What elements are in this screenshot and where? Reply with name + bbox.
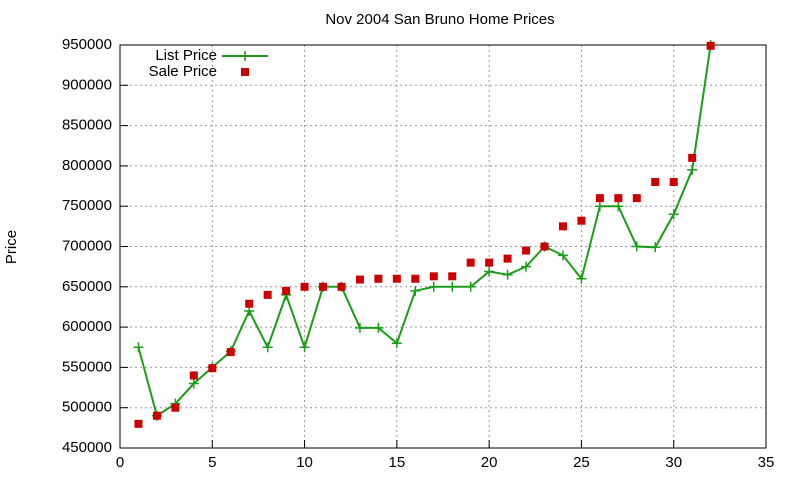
sale-point xyxy=(558,222,567,231)
plot-frame xyxy=(119,44,767,449)
sale-point xyxy=(171,403,180,412)
point-marker xyxy=(594,201,605,212)
y-tick-label: 700000 xyxy=(62,237,112,254)
sale-point xyxy=(208,364,217,373)
y-tick-label: 650000 xyxy=(62,278,112,295)
sale-point xyxy=(374,274,383,283)
sale-point xyxy=(595,194,604,203)
sale-point xyxy=(392,274,401,283)
y-tick-label: 800000 xyxy=(62,157,112,174)
sale-point xyxy=(688,153,697,162)
point-marker xyxy=(521,261,532,272)
legend-swatch-marker xyxy=(240,51,250,61)
point-marker xyxy=(428,281,439,292)
sale-point xyxy=(337,282,346,291)
point-marker xyxy=(668,209,679,220)
sale-point xyxy=(466,258,475,267)
point-marker xyxy=(373,322,384,333)
y-tick-label: 550000 xyxy=(62,358,112,375)
y-tick-label: 500000 xyxy=(62,399,112,416)
sale-point xyxy=(319,282,328,291)
sale-point xyxy=(448,272,457,281)
point-marker xyxy=(391,338,402,349)
x-tick-label: 30 xyxy=(665,454,682,471)
x-tick-label: 15 xyxy=(389,454,406,471)
sale-point xyxy=(245,299,254,308)
sale-point xyxy=(282,286,291,295)
sale-point xyxy=(226,348,235,357)
sale-point xyxy=(300,282,309,291)
sale-point xyxy=(355,275,364,284)
point-marker xyxy=(354,322,365,333)
point-marker xyxy=(447,281,458,292)
point-marker xyxy=(410,285,421,296)
legend-swatch xyxy=(241,68,249,76)
point-marker xyxy=(631,241,642,252)
sale-point xyxy=(614,194,623,203)
point-marker xyxy=(484,266,495,277)
y-tick-label: 600000 xyxy=(62,318,112,335)
x-tick-label: 20 xyxy=(481,454,498,471)
sale-point xyxy=(540,242,549,251)
sale-point xyxy=(152,411,161,420)
chart-title: Nov 2004 San Bruno Home Prices xyxy=(325,11,554,28)
point-marker xyxy=(465,281,476,292)
sale-point xyxy=(485,258,494,267)
x-tick-label: 25 xyxy=(573,454,590,471)
sale-point xyxy=(651,178,660,187)
point-marker xyxy=(188,378,199,389)
x-tick-label: 35 xyxy=(758,454,775,471)
point-marker xyxy=(613,201,624,212)
sale-point xyxy=(669,178,678,187)
point-marker xyxy=(133,342,144,353)
x-tick-label: 0 xyxy=(116,454,124,471)
y-tick-label: 900000 xyxy=(62,76,112,93)
y-tick-label: 450000 xyxy=(62,439,112,456)
point-marker xyxy=(650,242,661,253)
x-tick-label: 10 xyxy=(296,454,313,471)
sale-point xyxy=(411,274,420,283)
sale-point xyxy=(429,272,438,281)
y-tick-label: 750000 xyxy=(62,197,112,214)
point-marker xyxy=(687,164,698,175)
point-marker xyxy=(557,250,568,261)
y-tick-label: 850000 xyxy=(62,117,112,134)
sale-point xyxy=(189,371,198,380)
x-tick-label: 5 xyxy=(208,454,216,471)
point-marker xyxy=(576,273,587,284)
point-marker xyxy=(262,342,273,353)
legend-label: List Price xyxy=(155,47,217,64)
point-marker xyxy=(299,342,310,353)
sale-point xyxy=(522,246,531,255)
y-tick-label: 950000 xyxy=(62,36,112,53)
sale-point xyxy=(503,254,512,263)
sale-point xyxy=(134,419,143,428)
y-axis-label: Price xyxy=(3,230,20,264)
sale-point xyxy=(632,194,641,203)
sale-point xyxy=(706,41,715,50)
sale-point xyxy=(577,216,586,225)
sale-point xyxy=(263,290,272,299)
legend-label: Sale Price xyxy=(149,63,217,80)
point-marker xyxy=(502,269,513,280)
